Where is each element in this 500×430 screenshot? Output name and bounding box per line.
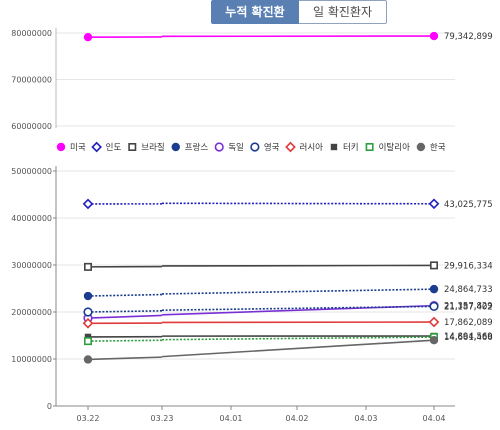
x-tick-label: 04.03 xyxy=(355,414,378,423)
legend-marker xyxy=(330,143,338,151)
legend-label[interactable]: 브라질 xyxy=(141,142,164,153)
data-label: 21,187,402 xyxy=(444,302,493,312)
legend-marker xyxy=(365,143,374,152)
legend-label[interactable]: 영국 xyxy=(264,142,280,153)
data-point xyxy=(429,31,439,41)
series-line xyxy=(87,35,435,38)
legend-marker xyxy=(128,143,137,152)
legend-label[interactable]: 러시아 xyxy=(300,142,324,153)
data-point xyxy=(429,336,439,345)
x-tick-label: 04.02 xyxy=(286,414,309,423)
data-point xyxy=(83,355,93,364)
data-point xyxy=(429,261,438,270)
data-point xyxy=(429,284,439,294)
data-point xyxy=(84,262,93,271)
data-label: 17,862,089 xyxy=(444,318,493,328)
data-label: 21,357,829 xyxy=(444,302,493,312)
x-tick-label: 04.04 xyxy=(423,414,446,423)
legend-label[interactable]: 터키 xyxy=(343,143,359,153)
y-tick-label: 30000000 xyxy=(11,261,52,270)
legend-marker xyxy=(56,142,66,152)
y-tick-label: 0 xyxy=(47,402,52,411)
series-line xyxy=(87,264,435,268)
legend-label[interactable]: 인도 xyxy=(106,142,122,153)
data-label: 24,864,733 xyxy=(444,285,493,295)
legend-label[interactable]: 프랑스 xyxy=(185,142,209,153)
legend-marker xyxy=(416,142,426,152)
tab-daily-cases[interactable]: 일 확진환자 xyxy=(299,0,387,24)
legend-label[interactable]: 이탈리아 xyxy=(379,142,410,153)
data-point xyxy=(83,32,93,42)
series-line xyxy=(87,339,435,361)
legend-label[interactable]: 한국 xyxy=(430,143,446,153)
series-line xyxy=(87,305,435,313)
series-line xyxy=(87,202,435,205)
y-tick-label: 50000000 xyxy=(11,167,52,176)
legend-label[interactable]: 미국 xyxy=(70,143,86,153)
data-label: 29,916,334 xyxy=(444,261,493,271)
legend-marker xyxy=(214,142,224,152)
legend-marker xyxy=(285,141,296,153)
y-tick-label: 10000000 xyxy=(11,355,52,364)
series-line xyxy=(87,288,435,297)
x-tick-label: 04.01 xyxy=(220,414,243,423)
y-tick-label: 70000000 xyxy=(11,76,52,85)
series-line xyxy=(87,336,435,342)
series-line xyxy=(87,335,435,338)
data-point xyxy=(428,198,440,210)
data-point xyxy=(84,333,92,341)
tab-bar: 누적 확진환자 일 확진환자 xyxy=(211,0,387,42)
legend-marker xyxy=(171,142,180,152)
data-point xyxy=(82,317,94,329)
y-tick-label: 80000000 xyxy=(11,29,52,38)
x-tick-label: 03.23 xyxy=(151,414,174,423)
y-tick-label: 20000000 xyxy=(11,308,52,317)
legend-marker xyxy=(250,142,260,152)
legend-label[interactable]: 독일 xyxy=(228,143,244,153)
data-point xyxy=(84,337,93,346)
data-point xyxy=(83,291,93,301)
data-label: 79,342,899 xyxy=(444,32,493,42)
data-point xyxy=(82,198,94,210)
data-label: 14,661,466 xyxy=(444,333,493,343)
series-line xyxy=(87,304,435,319)
data-point xyxy=(428,316,440,328)
data-point xyxy=(83,307,93,317)
y-tick-label: 40000000 xyxy=(11,214,52,223)
data-label: 43,025,775 xyxy=(444,200,493,210)
legend-marker xyxy=(91,141,102,153)
tab-cumulative-cases[interactable]: 누적 확진환자 xyxy=(211,0,299,42)
data-point xyxy=(429,301,439,312)
series-line xyxy=(87,321,435,325)
y-tick-label: 60000000 xyxy=(11,122,52,131)
data-label: 14,894,569 xyxy=(444,332,493,342)
x-tick-label: 03.22 xyxy=(77,414,100,423)
